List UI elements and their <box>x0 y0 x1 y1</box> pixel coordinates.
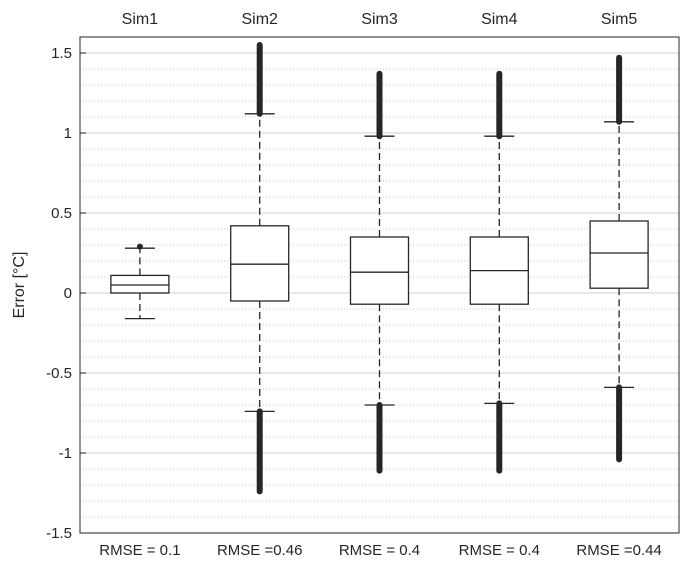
category-label-top: Sim4 <box>481 11 518 28</box>
rmse-label: RMSE = 0.4 <box>339 542 420 559</box>
category-label-top: Sim1 <box>122 11 159 28</box>
iqr-box <box>230 225 290 302</box>
iqr-box <box>589 220 649 289</box>
y-tick-label: 1.5 <box>51 45 72 62</box>
iqr-box <box>110 274 170 294</box>
rmse-label: RMSE = 0.4 <box>459 542 540 559</box>
y-axis-label: Error [°C] <box>11 252 28 319</box>
plot-frame <box>79 36 680 534</box>
y-ticks: -1.5 -1 -0.5 0 0.5 1 1.5 <box>46 45 86 542</box>
boxes <box>110 42 649 495</box>
y-tick-label: -1.5 <box>46 525 72 542</box>
category-label-top: Sim3 <box>361 11 398 28</box>
y-tick-label: 0 <box>64 285 72 302</box>
box-sim4 <box>469 70 529 474</box>
y-tick-label: -1 <box>59 445 72 462</box>
box-sim5 <box>589 54 649 463</box>
category-labels: Sim1 Sim2 Sim3 Sim4 Sim5 RMSE = 0.1 RMSE =0.46… <box>99 11 662 559</box>
box-sim1 <box>110 243 170 320</box>
y-tick-label: -0.5 <box>46 365 72 382</box>
category-label-top: Sim5 <box>601 11 638 28</box>
rmse-label: RMSE =0.44 <box>576 542 661 559</box>
y-tick-label: 1 <box>64 125 72 142</box>
box-sim3 <box>349 70 410 474</box>
category-label-top: Sim2 <box>241 11 278 28</box>
outlier-point <box>136 243 143 250</box>
rmse-label: RMSE =0.46 <box>217 542 302 559</box>
rmse-label: RMSE = 0.1 <box>99 542 180 559</box>
box-sim2 <box>230 42 290 495</box>
iqr-box <box>349 236 410 305</box>
axes <box>79 36 680 534</box>
y-tick-label: 0.5 <box>51 205 72 222</box>
